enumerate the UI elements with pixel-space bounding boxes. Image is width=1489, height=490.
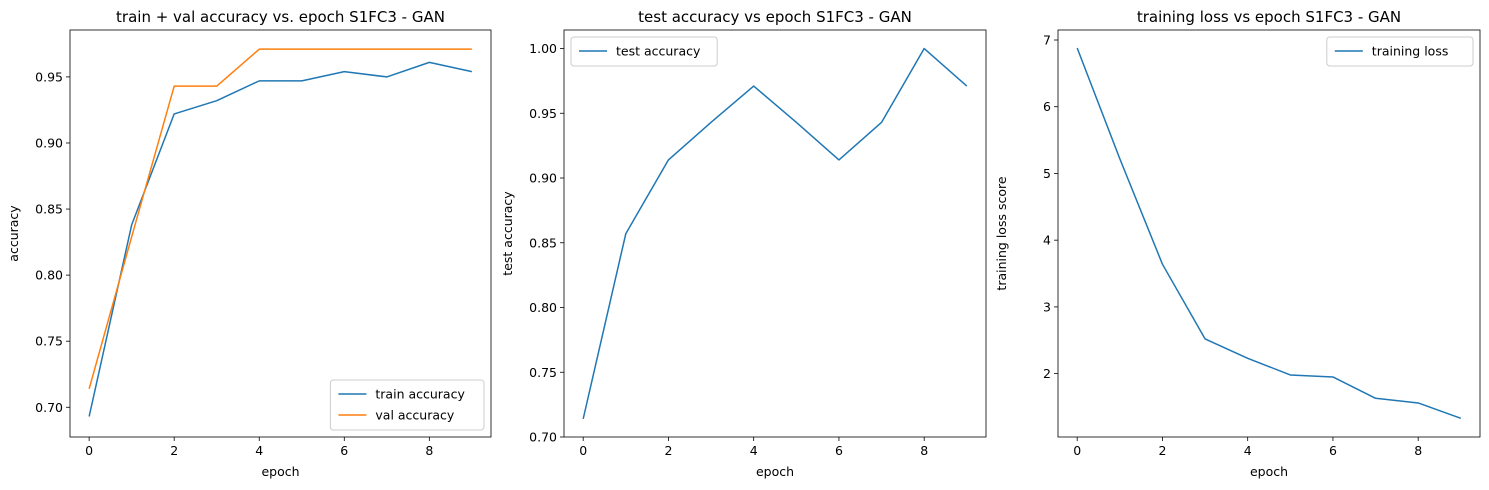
chart-panel-2: test accuracy vs epoch S1FC3 - GAN 0 2 4 6 8 0…	[500, 8, 987, 479]
y-tick-label: 1.00	[529, 41, 557, 56]
legend: train accuracy val accuracy	[329, 379, 485, 431]
chart-title: train + val accuracy vs. epoch S1FC3 - G…	[116, 8, 445, 26]
y-axis-label: test accuracy	[500, 191, 515, 276]
y-tick-label: 0.80	[35, 268, 63, 283]
x-tick-label: 0	[1073, 443, 1081, 458]
series-line-test-accuracy	[582, 47, 968, 420]
chart-title: training loss vs epoch S1FC3 - GAN	[1137, 8, 1401, 26]
y-tick-label: 0.80	[529, 300, 557, 315]
y-tick-label: 6	[1043, 99, 1051, 114]
x-tick-label: 2	[664, 443, 672, 458]
plot-frame	[69, 29, 492, 438]
x-tick-label: 4	[255, 443, 263, 458]
legend-label: train accuracy	[375, 387, 465, 402]
series-line-val-accuracy	[88, 48, 472, 389]
y-tick-label: 0.90	[529, 171, 557, 186]
plot-frame	[1057, 29, 1481, 438]
x-axis-label: epoch	[261, 464, 299, 479]
x-tick-label: 2	[170, 443, 178, 458]
x-tick-label: 4	[750, 443, 758, 458]
y-tick-label: 0.75	[35, 334, 63, 349]
y-tick-label: 0.75	[529, 365, 557, 380]
legend-label: training loss	[1372, 44, 1449, 59]
x-tick-label: 6	[1329, 443, 1337, 458]
y-tick-label: 0.70	[35, 400, 63, 415]
x-tick-label: 6	[835, 443, 843, 458]
chart-panel-1: train + val accuracy vs. epoch S1FC3 - G…	[6, 8, 492, 479]
legend-box	[1326, 36, 1474, 67]
y-tick-label: 2	[1043, 366, 1051, 381]
x-tick-label: 8	[920, 443, 928, 458]
legend-label: val accuracy	[375, 408, 455, 423]
x-tick-label: 8	[425, 443, 433, 458]
y-tick-label: 0.85	[529, 235, 557, 250]
chart-panel-3: training loss vs epoch S1FC3 - GAN 0 2 4 6 8 2…	[994, 8, 1481, 479]
plot-frame	[563, 29, 987, 438]
y-tick-label: 0.90	[35, 135, 63, 150]
legend-box	[570, 36, 718, 67]
x-tick-label: 8	[1414, 443, 1422, 458]
series-line-training-loss	[1076, 47, 1462, 420]
y-tick-label: 0.85	[35, 202, 63, 217]
legend: training loss	[1326, 36, 1474, 67]
x-axis-label: epoch	[1250, 464, 1288, 479]
y-tick-label: 7	[1043, 33, 1051, 48]
y-tick-label: 3	[1043, 299, 1051, 314]
y-tick-label: 0.95	[35, 69, 63, 84]
y-tick-label: 4	[1043, 233, 1051, 248]
legend-box	[329, 379, 485, 431]
x-tick-label: 4	[1244, 443, 1252, 458]
y-tick-label: 0.95	[529, 106, 557, 121]
y-tick-label: 0.70	[529, 430, 557, 445]
y-axis-label: accuracy	[6, 205, 21, 262]
legend-label: test accuracy	[616, 44, 701, 59]
x-tick-label: 2	[1158, 443, 1166, 458]
x-tick-label: 6	[340, 443, 348, 458]
x-tick-label: 0	[579, 443, 587, 458]
y-tick-label: 5	[1043, 166, 1051, 181]
y-axis-label: training loss score	[994, 176, 1009, 290]
x-tick-label: 0	[85, 443, 93, 458]
x-axis-label: epoch	[756, 464, 794, 479]
legend: test accuracy	[570, 36, 718, 67]
chart-title: test accuracy vs epoch S1FC3 - GAN	[638, 8, 912, 26]
series-line-train-accuracy	[88, 61, 473, 417]
